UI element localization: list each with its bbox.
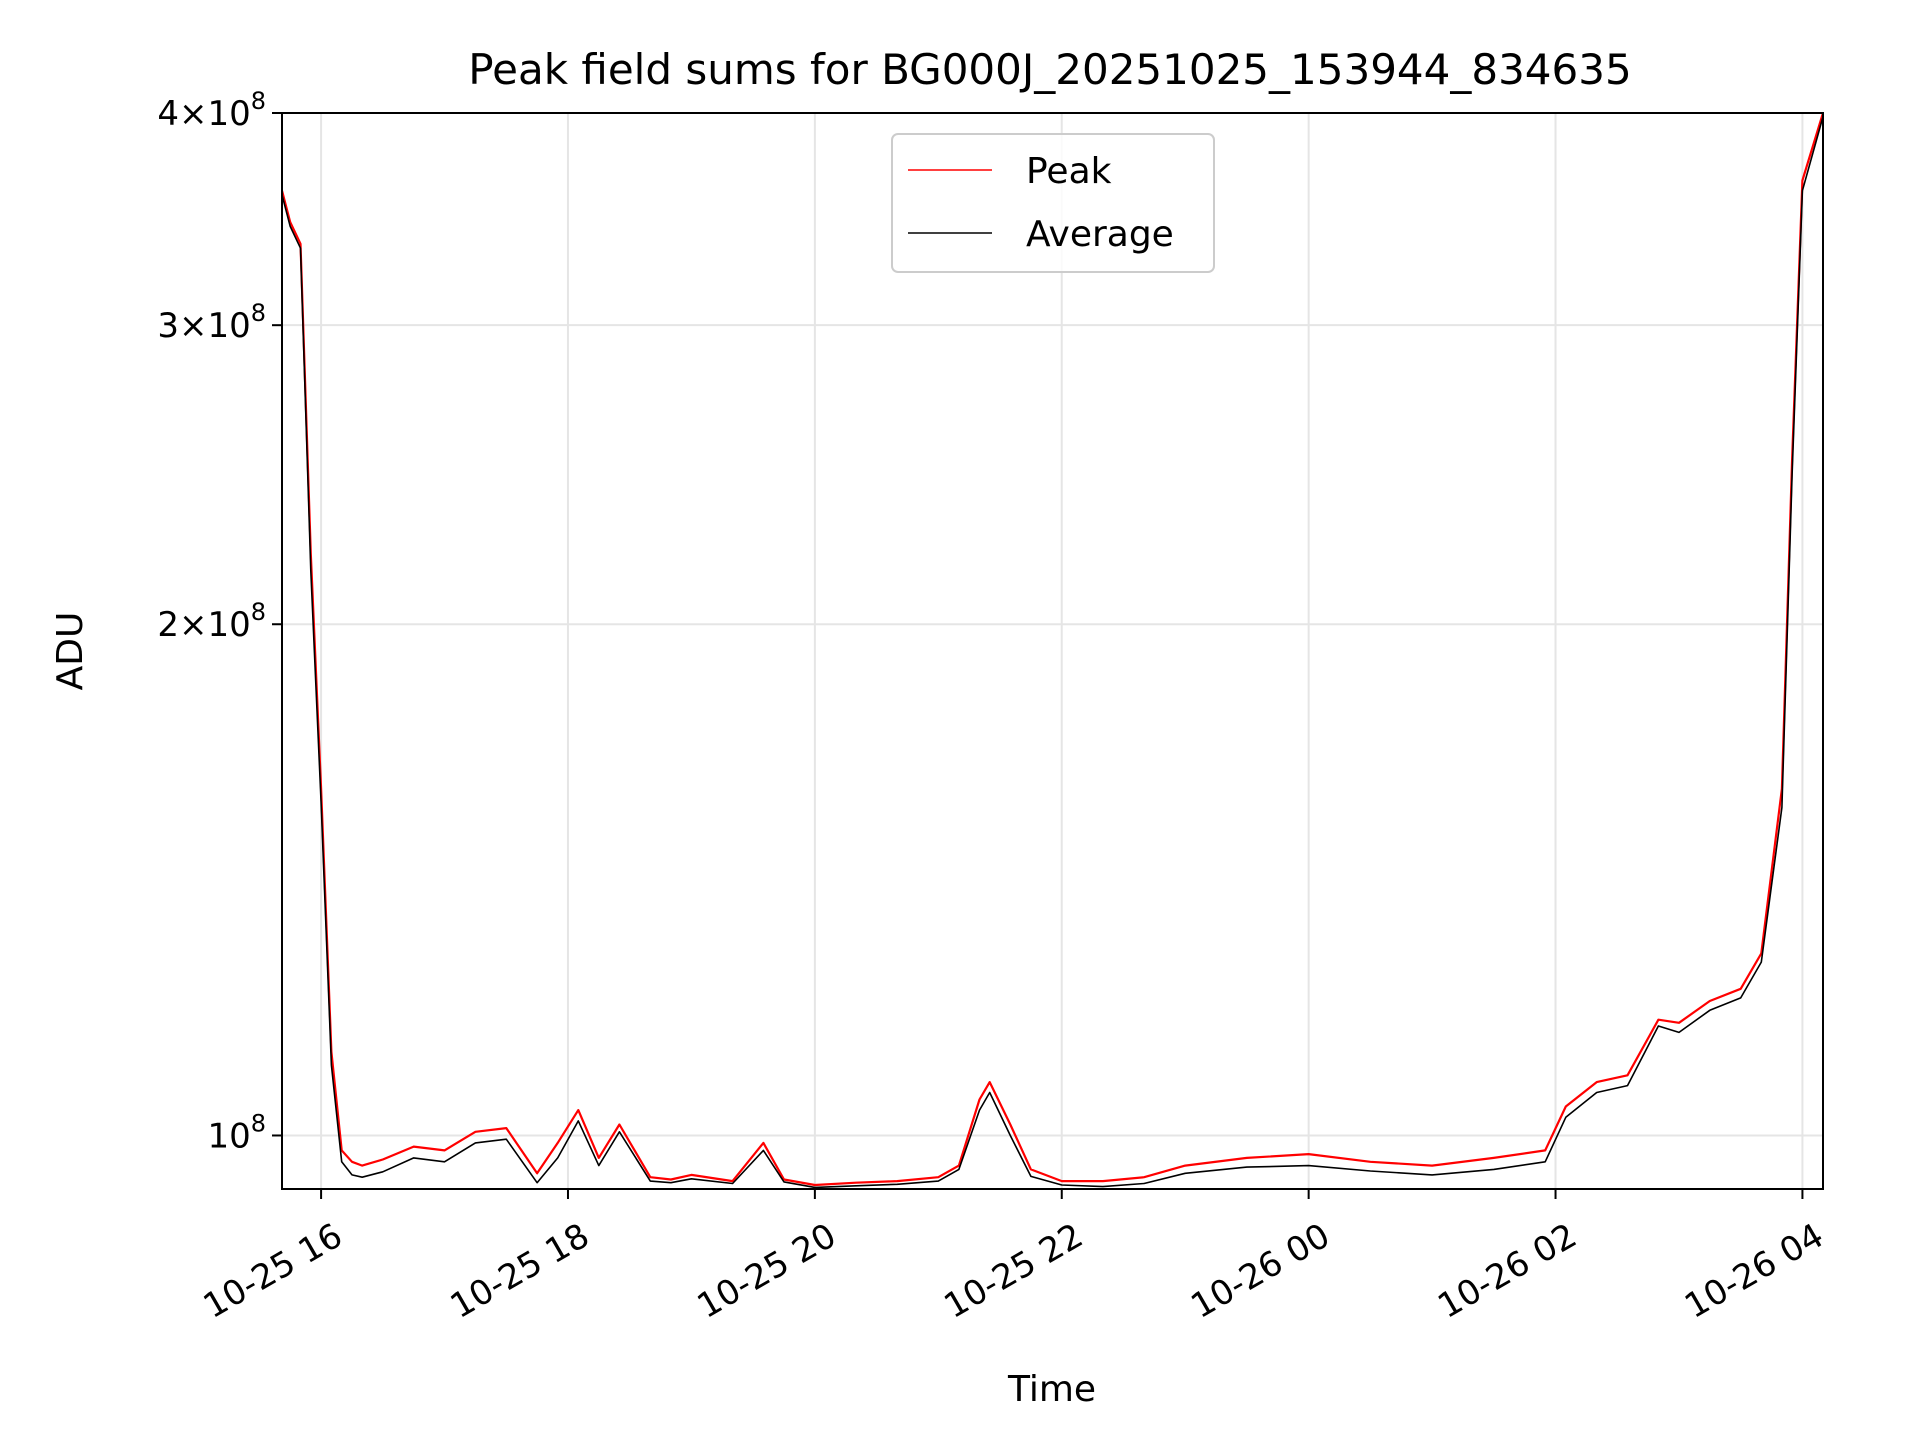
series-line-average: [282, 116, 1823, 1189]
y-tick-label: 3×108: [157, 299, 266, 346]
y-axis: 108 2×108 3×108 4×108: [157, 87, 282, 1156]
series-line-peak: [282, 113, 1823, 1187]
legend: Peak Average: [891, 133, 1215, 273]
y-tick-label: 108: [207, 1109, 266, 1156]
y-tick-label: 2×108: [157, 598, 266, 645]
y-tick-label: 4×108: [157, 87, 266, 134]
legend-label-average: Average: [1026, 214, 1174, 255]
legend-box: [891, 133, 1215, 273]
plot-frame: [281, 112, 1824, 1190]
series-layer: [282, 113, 1823, 1189]
plot-area: [282, 113, 1823, 1189]
x-axis-label: Time: [1007, 1369, 1096, 1410]
legend-label-peak: Peak: [1026, 151, 1112, 192]
chart-title: Peak field sums for BG000J_20251025_1539…: [468, 45, 1631, 94]
y-axis-label: ADU: [50, 612, 91, 691]
